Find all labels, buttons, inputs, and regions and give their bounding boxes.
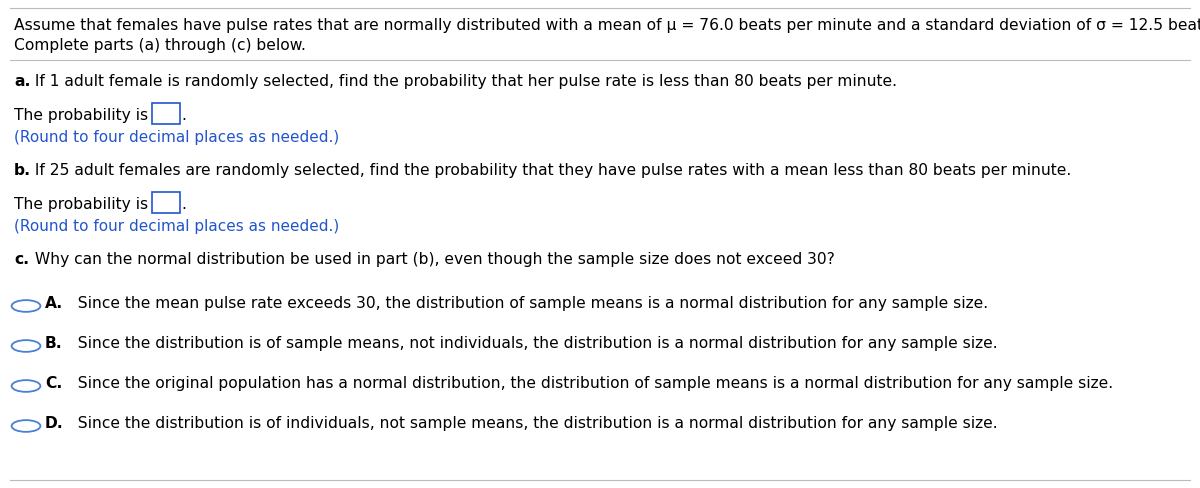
Text: Since the mean pulse rate exceeds 30, the distribution of sample means is a norm: Since the mean pulse rate exceeds 30, th… — [68, 296, 988, 311]
Circle shape — [12, 300, 41, 312]
Text: (Round to four decimal places as needed.): (Round to four decimal places as needed.… — [14, 130, 340, 145]
Text: .: . — [181, 108, 186, 123]
Text: The probability is: The probability is — [14, 108, 148, 123]
Text: Complete parts (a) through (c) below.: Complete parts (a) through (c) below. — [14, 38, 306, 53]
Text: Since the distribution is of sample means, not individuals, the distribution is : Since the distribution is of sample mean… — [68, 336, 997, 351]
Text: B.: B. — [46, 336, 62, 351]
Text: C.: C. — [46, 376, 62, 391]
Text: If 25 adult females are randomly selected, find the probability that they have p: If 25 adult females are randomly selecte… — [30, 163, 1072, 178]
Text: Why can the normal distribution be used in part (b), even though the sample size: Why can the normal distribution be used … — [30, 252, 835, 267]
Circle shape — [12, 380, 41, 392]
FancyBboxPatch shape — [152, 102, 180, 124]
Circle shape — [12, 420, 41, 432]
Text: D.: D. — [46, 416, 64, 431]
Text: A.: A. — [46, 296, 64, 311]
Text: a.: a. — [14, 74, 30, 89]
Circle shape — [12, 340, 41, 352]
Text: .: . — [181, 197, 186, 212]
Text: Assume that females have pulse rates that are normally distributed with a mean o: Assume that females have pulse rates tha… — [14, 18, 1200, 33]
Text: Since the distribution is of individuals, not sample means, the distribution is : Since the distribution is of individuals… — [68, 416, 997, 431]
Text: The probability is: The probability is — [14, 197, 148, 212]
Text: (Round to four decimal places as needed.): (Round to four decimal places as needed.… — [14, 219, 340, 234]
Text: b.: b. — [14, 163, 31, 178]
Text: c.: c. — [14, 252, 29, 267]
Text: If 1 adult female is randomly selected, find the probability that her pulse rate: If 1 adult female is randomly selected, … — [30, 74, 898, 89]
FancyBboxPatch shape — [152, 191, 180, 213]
Text: Since the original population has a normal distribution, the distribution of sam: Since the original population has a norm… — [68, 376, 1114, 391]
